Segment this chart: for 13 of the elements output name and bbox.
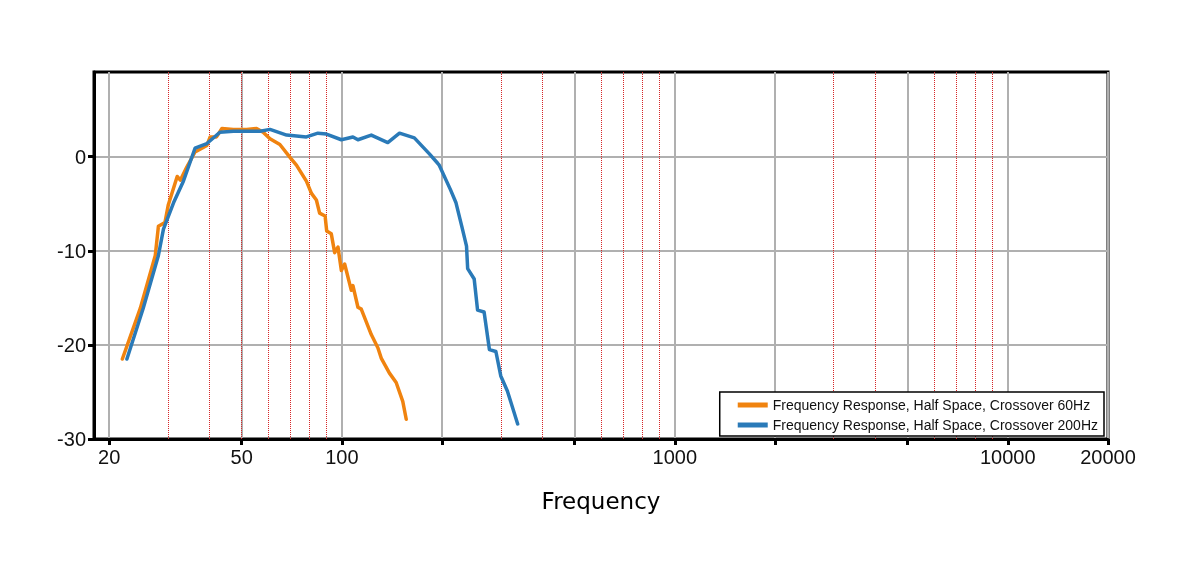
- y-tick-label: -30: [57, 428, 86, 450]
- x-axis-title: Frequency: [541, 487, 661, 514]
- y-tick-label: -20: [57, 333, 86, 356]
- y-tick-label: 0: [74, 145, 86, 168]
- x-tick-label: 100: [325, 446, 359, 468]
- legend-label: Frequency Response, Half Space, Crossover 60Hz: [772, 397, 1091, 413]
- x-tick-label: 1000: [652, 446, 698, 468]
- x-tick-label: 20: [98, 446, 121, 468]
- y-tick-label: -10: [57, 239, 86, 262]
- x-tick-label: 20000: [1080, 446, 1136, 468]
- x-tick-label: 50: [230, 446, 253, 468]
- x-tick-label: 10000: [979, 446, 1036, 468]
- legend-label: Frequency Response, Half Space, Crossover 200Hz: [772, 417, 1099, 433]
